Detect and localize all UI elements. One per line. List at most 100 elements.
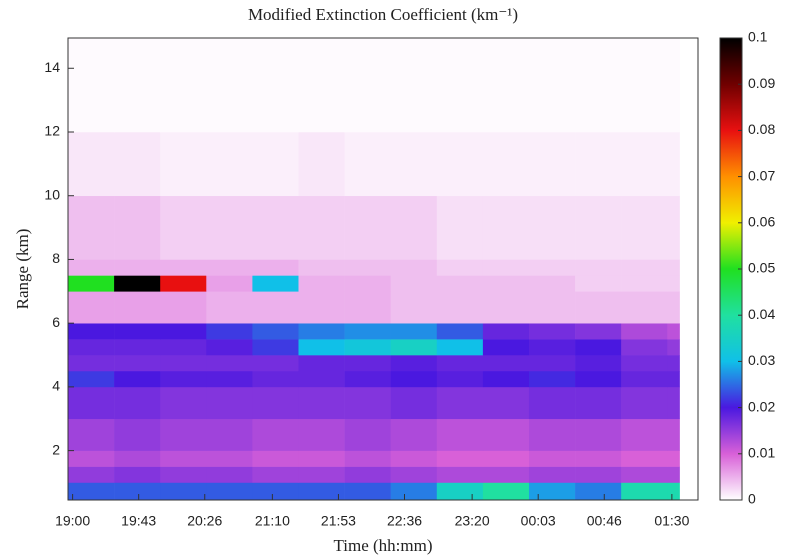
heat-cell [114, 418, 161, 451]
heat-cell [344, 339, 391, 356]
heat-cell [482, 38, 530, 133]
heat-cell [344, 450, 391, 467]
heat-cell [621, 450, 668, 467]
heat-cell [390, 323, 438, 340]
heat-cell [390, 131, 438, 197]
heat-cell [667, 339, 680, 356]
heat-cell [621, 291, 668, 324]
heat-cell [298, 195, 345, 260]
heat-cell [344, 291, 391, 324]
heat-cell [344, 466, 391, 483]
heat-cell [298, 131, 345, 197]
heat-cell [68, 323, 115, 340]
heat-cell [621, 339, 668, 356]
heat-cell [667, 259, 680, 276]
heat-cell [68, 482, 115, 501]
colorbar-tick-label: 0.07 [748, 167, 775, 183]
heat-cell [528, 38, 576, 133]
heat-cell [667, 386, 680, 420]
heat-cell [667, 418, 680, 451]
heat-cell [206, 355, 253, 372]
heat-cell [252, 418, 299, 451]
heat-cell [298, 482, 345, 501]
heat-cell [114, 259, 161, 276]
heat-cell [252, 370, 299, 388]
heat-cell [482, 466, 530, 483]
heat-cell [390, 466, 438, 483]
heat-cell [528, 370, 576, 388]
heat-cell [160, 370, 207, 388]
heat-cell [390, 370, 438, 388]
heat-cell [114, 370, 161, 388]
chart-title: Modified Extinction Coefficient (km⁻¹) [248, 5, 518, 24]
heat-cell [298, 418, 345, 451]
heat-cell [114, 291, 161, 324]
heat-cell [68, 466, 115, 483]
heat-cell [528, 195, 576, 260]
heat-cell [621, 466, 668, 483]
heat-cell [482, 291, 530, 324]
heat-cell [68, 195, 115, 260]
x-tick-label: 01:30 [654, 513, 689, 529]
heat-cell [667, 466, 680, 483]
heat-cell [298, 466, 345, 483]
heat-cell [68, 339, 115, 356]
heat-cell [575, 275, 622, 292]
heat-cell [621, 38, 668, 133]
heat-cell [575, 482, 622, 501]
heat-cell [206, 291, 253, 324]
heat-cell [206, 131, 253, 197]
heat-cell [575, 466, 622, 483]
heat-cell [160, 38, 207, 133]
heat-cell [344, 195, 391, 260]
y-tick-label: 4 [52, 378, 60, 394]
heat-cell [575, 386, 622, 420]
heat-cell [390, 339, 438, 356]
x-tick-label: 22:36 [387, 513, 422, 529]
heat-cell [667, 370, 680, 388]
heat-cell [160, 466, 207, 483]
heat-cell [436, 131, 484, 197]
heat-cell [621, 418, 668, 451]
heat-cell [436, 466, 484, 483]
heat-cell [575, 450, 622, 467]
heat-cell [482, 131, 530, 197]
heat-cell [482, 370, 530, 388]
heat-cell [436, 323, 484, 340]
heat-cell [344, 275, 391, 292]
heat-cell [206, 386, 253, 420]
heat-cell [160, 275, 207, 292]
heat-cell [621, 482, 668, 501]
heat-cell [575, 259, 622, 276]
heat-cell [667, 355, 680, 372]
heat-cell [436, 275, 484, 292]
heat-cell [390, 38, 438, 133]
heat-cell [252, 291, 299, 324]
heat-cell [114, 323, 161, 340]
heat-cell [621, 275, 668, 292]
heat-cell [528, 355, 576, 372]
heat-cell [206, 418, 253, 451]
heat-cell [528, 482, 576, 501]
heat-cell [667, 291, 680, 324]
heat-cell [344, 323, 391, 340]
colorbar-tick-label: 0.09 [748, 75, 775, 91]
y-axis-label: Range (km) [13, 229, 32, 310]
heat-cell [436, 370, 484, 388]
heat-cell [206, 195, 253, 260]
heat-cell [436, 450, 484, 467]
heat-cell [252, 450, 299, 467]
y-tick-label: 14 [44, 59, 60, 75]
heat-cell [667, 131, 680, 197]
heat-cell [114, 466, 161, 483]
heat-cell [160, 291, 207, 324]
heat-cell [667, 450, 680, 467]
heat-cell [160, 339, 207, 356]
heat-cell [298, 259, 345, 276]
heat-cell [68, 259, 115, 276]
heat-cell [436, 259, 484, 276]
heat-cell [252, 259, 299, 276]
heat-cell [114, 38, 161, 133]
heat-cell [482, 482, 530, 501]
